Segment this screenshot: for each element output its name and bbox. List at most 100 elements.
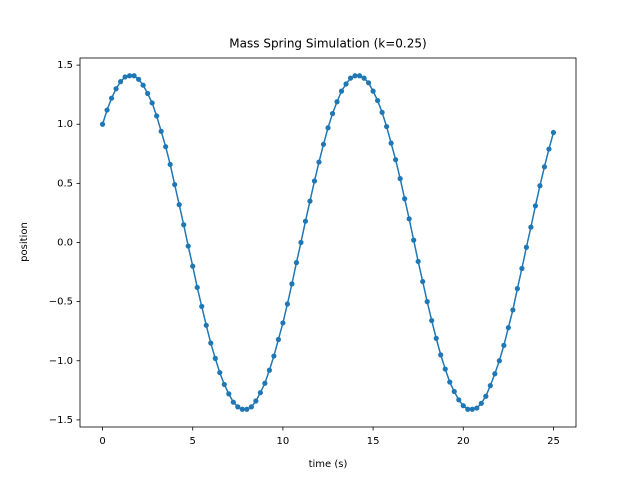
point (257, 390, 263, 396)
point (239, 406, 245, 412)
y-tick-label: 1.0 (57, 119, 73, 130)
point (492, 371, 498, 377)
point (316, 159, 322, 165)
point (271, 353, 277, 359)
point (541, 164, 548, 170)
x-tick-label: 0 (99, 436, 105, 447)
point (397, 176, 403, 182)
point (208, 340, 214, 346)
point (190, 263, 196, 269)
point (365, 80, 372, 86)
point (289, 281, 295, 287)
point (302, 218, 309, 224)
point (429, 317, 435, 324)
point (136, 76, 142, 82)
point (122, 74, 128, 80)
y-tick-label: −0.5 (49, 297, 73, 308)
point (262, 380, 268, 386)
point (194, 284, 200, 291)
point (510, 307, 516, 313)
point (442, 366, 448, 372)
point (230, 399, 236, 405)
point (433, 335, 439, 341)
point (406, 216, 412, 222)
point (235, 404, 241, 410)
plot-frame (79, 57, 577, 428)
point (298, 239, 304, 246)
point (221, 381, 227, 388)
point (347, 75, 354, 81)
y-tick-label: −1.5 (49, 415, 73, 426)
point (505, 325, 511, 331)
point (451, 388, 457, 395)
point (158, 128, 164, 134)
point (181, 222, 187, 228)
point (104, 107, 110, 113)
point (356, 73, 363, 79)
point (483, 393, 489, 399)
point (244, 406, 250, 412)
point (460, 403, 466, 409)
point (275, 336, 281, 343)
point (528, 224, 534, 230)
point (311, 178, 318, 184)
point (447, 379, 453, 385)
point (546, 146, 552, 152)
y-axis-label: position (19, 222, 30, 262)
point (172, 181, 178, 188)
x-axis-label: time (s) (309, 459, 348, 470)
x-tick-label: 25 (547, 436, 560, 447)
point (375, 97, 381, 104)
point (465, 406, 471, 412)
point (384, 123, 390, 130)
point (185, 243, 191, 249)
point (338, 88, 345, 94)
point (248, 404, 254, 410)
point (361, 75, 367, 81)
point (217, 369, 223, 376)
point (293, 260, 300, 266)
point (131, 73, 137, 79)
point (149, 100, 155, 106)
x-tick-label: 15 (367, 436, 380, 447)
point (424, 299, 430, 305)
point (176, 202, 182, 208)
point (329, 110, 336, 117)
point (203, 322, 209, 328)
point (127, 73, 133, 79)
point (320, 141, 327, 147)
point (523, 244, 530, 250)
point (487, 383, 493, 389)
y-tick-label: −1.0 (49, 356, 73, 367)
point (99, 121, 106, 127)
y-tick-label: 1.5 (57, 60, 73, 71)
point (343, 81, 349, 87)
point (388, 140, 394, 146)
point (325, 125, 331, 131)
point (167, 161, 173, 168)
point (199, 303, 205, 309)
point (469, 406, 475, 412)
point (154, 113, 160, 119)
point (280, 320, 286, 326)
point (496, 358, 502, 364)
point (519, 265, 525, 272)
point (415, 258, 421, 265)
x-tick-label: 10 (277, 436, 290, 447)
point (334, 99, 340, 105)
point (379, 109, 385, 116)
point (438, 352, 444, 358)
point (411, 237, 417, 243)
point (532, 203, 539, 209)
point (352, 73, 358, 79)
point (117, 79, 124, 85)
point (108, 95, 115, 101)
point (145, 90, 151, 97)
y-tick-label: 0.0 (57, 238, 73, 249)
point (514, 286, 520, 292)
point (501, 342, 507, 348)
point (253, 398, 259, 404)
point (402, 196, 408, 202)
